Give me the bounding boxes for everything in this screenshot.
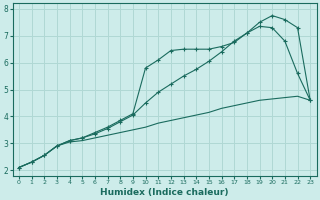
X-axis label: Humidex (Indice chaleur): Humidex (Indice chaleur) <box>100 188 229 197</box>
